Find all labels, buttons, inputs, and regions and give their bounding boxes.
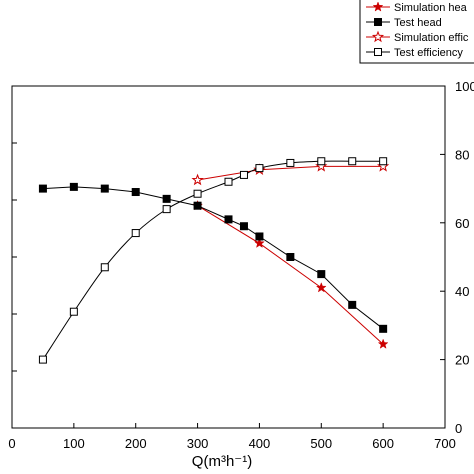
x-tick-label: 200 — [125, 436, 147, 451]
data-point — [315, 282, 327, 293]
legend-item: Test head — [366, 17, 442, 29]
y-right-tick-label: 100 — [455, 79, 474, 94]
plot-series — [38, 157, 390, 364]
data-point — [131, 188, 140, 197]
series-line — [42, 160, 384, 360]
legend: Simulation hea Test head Simulation effic T… — [359, 0, 474, 64]
legend-item: Test efficiency — [366, 47, 463, 59]
x-tick-label: 0 — [8, 436, 15, 451]
legend-swatch-marker — [371, 30, 385, 43]
data-point — [348, 157, 357, 166]
data-point — [255, 164, 264, 173]
legend-label: Test head — [394, 17, 442, 29]
data-point — [100, 184, 109, 193]
data-point — [193, 189, 202, 198]
y-right-tick-label: 20 — [455, 353, 469, 368]
axis-labels: Q(m³h⁻¹) — [192, 453, 252, 470]
data-point — [191, 173, 204, 186]
legend-swatch-marker — [374, 18, 382, 26]
data-point — [69, 307, 78, 316]
data-point — [255, 232, 264, 241]
legend-item: Simulation hea — [366, 1, 468, 14]
x-tick-label: 600 — [372, 436, 394, 451]
legend-label: Simulation effic — [394, 32, 469, 44]
data-point — [286, 158, 295, 167]
y-right-tick-label: 60 — [455, 216, 469, 231]
data-point — [131, 229, 140, 238]
x-tick-label: 500 — [310, 436, 332, 451]
legend-item: Simulation effic — [366, 30, 469, 44]
data-point — [377, 338, 389, 349]
legend-swatch-marker — [374, 48, 382, 56]
data-point — [100, 263, 109, 272]
data-point — [224, 177, 233, 186]
x-tick-label: 700 — [434, 436, 456, 451]
x-axis-label: Q(m³h⁻¹) — [192, 453, 252, 470]
legend-label: Simulation hea — [394, 2, 468, 14]
data-point — [69, 182, 78, 191]
x-tick-label: 400 — [249, 436, 271, 451]
y-right-tick-label: 80 — [455, 147, 469, 162]
x-tick-label: 300 — [187, 436, 209, 451]
series-line — [197, 205, 384, 345]
data-point — [286, 253, 295, 261]
data-point — [162, 194, 171, 203]
data-point — [162, 205, 171, 214]
data-point — [379, 157, 388, 166]
x-tick-label: 100 — [63, 436, 85, 451]
legend-swatch-marker — [372, 1, 384, 12]
data-point — [379, 324, 388, 333]
series-test-efficiency — [38, 157, 388, 364]
data-point — [317, 157, 326, 166]
data-point — [253, 237, 265, 248]
data-point — [38, 184, 47, 193]
data-point — [239, 222, 248, 231]
y-right-tick-label: 40 — [455, 284, 469, 299]
plot-frame — [11, 85, 446, 429]
data-point — [348, 300, 357, 309]
y-right-tick-label: 0 — [455, 421, 462, 436]
series-simulation-head — [192, 199, 389, 349]
data-point — [193, 201, 202, 210]
data-point — [38, 355, 47, 364]
data-point — [317, 270, 326, 279]
legend-label: Test efficiency — [394, 47, 463, 59]
series-line — [42, 186, 384, 330]
series-test-head — [38, 182, 388, 333]
series-line — [197, 165, 384, 181]
data-point — [224, 215, 233, 224]
data-point — [239, 170, 248, 179]
